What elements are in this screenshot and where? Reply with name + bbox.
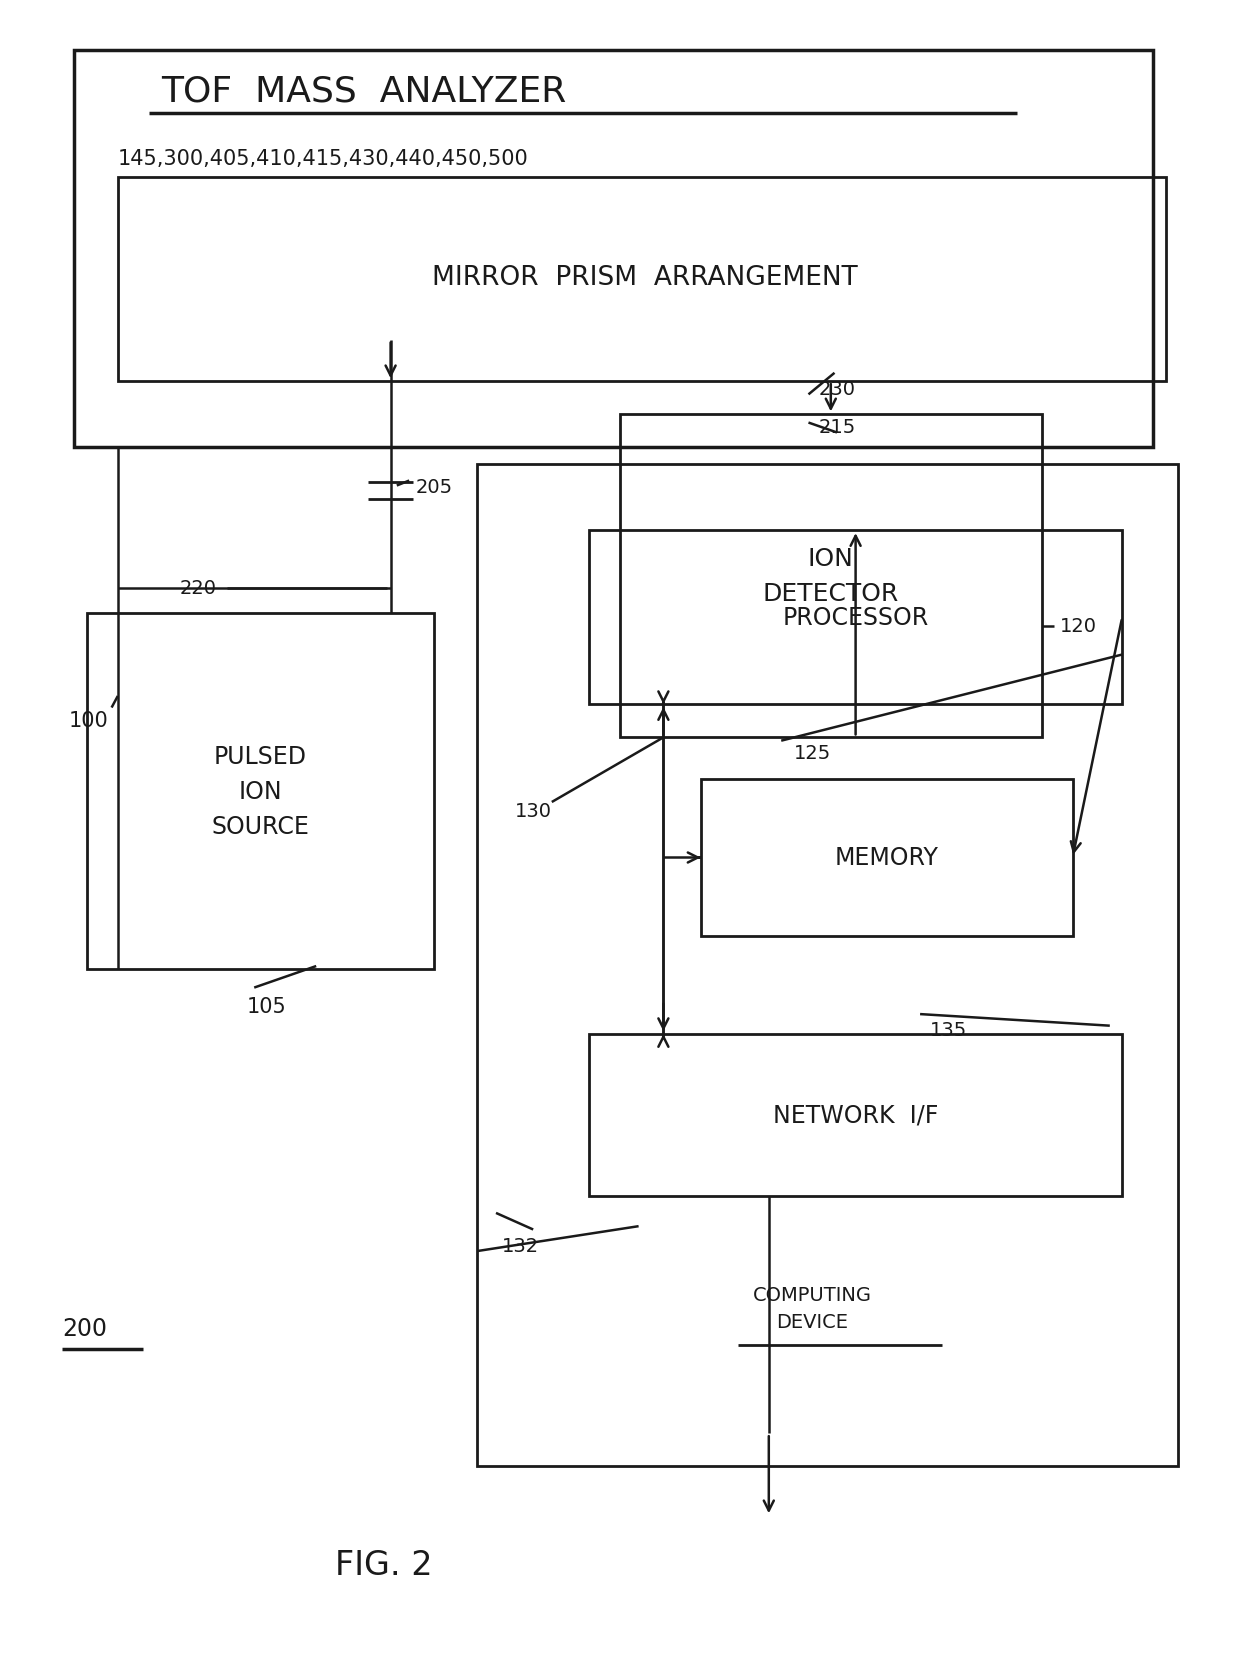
Bar xyxy=(87,613,434,969)
Text: TOF  MASS  ANALYZER: TOF MASS ANALYZER xyxy=(161,75,567,109)
Text: 100: 100 xyxy=(68,711,108,731)
Bar xyxy=(620,414,1042,737)
Bar xyxy=(74,50,1153,447)
Bar xyxy=(701,779,1073,936)
Text: ION
DETECTOR: ION DETECTOR xyxy=(763,547,899,606)
Text: 135: 135 xyxy=(930,1021,967,1041)
Text: COMPUTING
DEVICE: COMPUTING DEVICE xyxy=(753,1286,872,1332)
Text: 145,300,405,410,415,430,440,450,500: 145,300,405,410,415,430,440,450,500 xyxy=(118,149,528,169)
Text: 230: 230 xyxy=(818,379,856,399)
Text: PULSED
ION
SOURCE: PULSED ION SOURCE xyxy=(212,744,309,840)
Text: MIRROR  PRISM  ARRANGEMENT: MIRROR PRISM ARRANGEMENT xyxy=(432,265,858,292)
Text: 220: 220 xyxy=(180,578,217,598)
Bar xyxy=(589,530,1122,704)
Text: 132: 132 xyxy=(502,1236,539,1256)
Text: 215: 215 xyxy=(818,418,856,437)
Text: FIG. 2: FIG. 2 xyxy=(335,1549,433,1582)
Bar xyxy=(589,1034,1122,1196)
Text: 105: 105 xyxy=(247,998,286,1017)
Text: 125: 125 xyxy=(794,744,831,764)
Text: 205: 205 xyxy=(415,477,453,497)
Bar xyxy=(477,464,1178,1466)
Bar xyxy=(118,177,1166,381)
Text: 200: 200 xyxy=(62,1317,107,1341)
Text: 130: 130 xyxy=(515,802,552,822)
Text: PROCESSOR: PROCESSOR xyxy=(782,606,929,630)
Text: 120: 120 xyxy=(1060,616,1097,636)
Text: NETWORK  I/F: NETWORK I/F xyxy=(773,1104,939,1127)
Text: MEMORY: MEMORY xyxy=(835,847,939,870)
